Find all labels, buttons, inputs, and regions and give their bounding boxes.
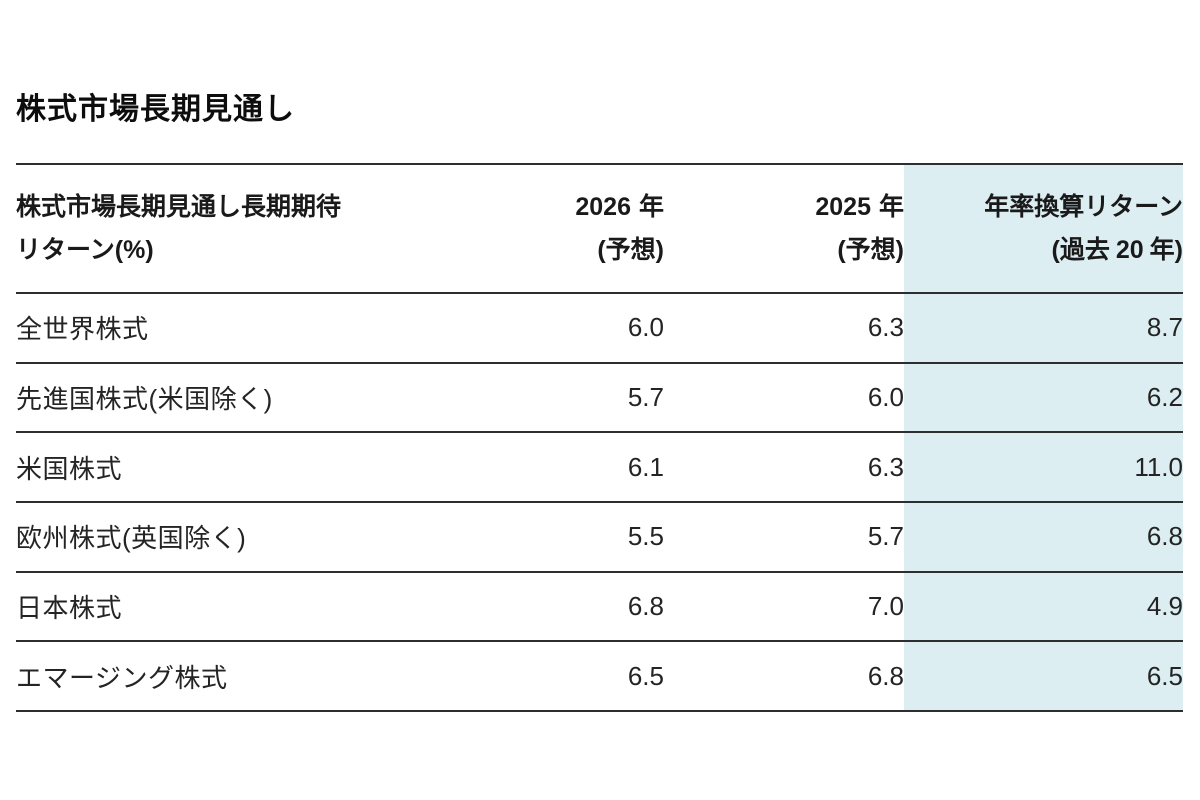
header-label-line2: リターン(%) [16, 229, 416, 272]
value-2025: 6.0 [664, 361, 904, 433]
header-label-percent: (%) [114, 235, 154, 264]
table-row: 米国株式 6.1 6.3 11.0 [16, 431, 1183, 503]
header-label-cell: 株式市場長期見通し長期期待 リターン(%) [16, 163, 416, 293]
value-2025: 6.3 [664, 431, 904, 503]
value-2025: 5.7 [664, 501, 904, 572]
value-2025: 6.3 [664, 292, 904, 363]
value-past20: 4.9 [904, 570, 1183, 642]
row-label: エマージング株式 [16, 640, 416, 713]
header-past-pre: (過去 [1051, 235, 1110, 264]
header-2025-number: 2025 [815, 192, 871, 221]
header-2025-cell: 2025 年 (予想) [664, 163, 904, 293]
header-2026-cell: 2026 年 (予想) [416, 163, 664, 293]
header-2026-year: 2026 年 [416, 186, 664, 229]
header-past-years-number: 20 [1115, 235, 1144, 264]
value-2026: 5.7 [416, 361, 664, 433]
page-title: 株式市場長期見通し [16, 93, 295, 126]
header-label-line1: 株式市場長期見通し長期期待 [16, 192, 342, 221]
row-label: 欧州株式(英国除く) [16, 501, 416, 572]
row-label: 先進国株式(米国除く) [16, 361, 416, 433]
header-annualized-line2: (過去 20 年) [904, 229, 1183, 272]
table-row: 欧州株式(英国除く) 5.5 5.7 6.8 [16, 501, 1183, 572]
table-row: エマージング株式 6.5 6.8 6.5 [16, 640, 1183, 713]
value-2026: 5.5 [416, 501, 664, 572]
value-2025: 6.8 [664, 640, 904, 713]
header-2026-unit: 年 [638, 192, 664, 221]
header-annualized-cell: 年率換算リターン (過去 20 年) [904, 163, 1183, 293]
value-2026: 6.1 [416, 431, 664, 503]
value-2025: 7.0 [664, 570, 904, 642]
value-2026: 6.0 [416, 292, 664, 363]
table-header-row: 株式市場長期見通し長期期待 リターン(%) 2026 年 (予想) 2025 年 (… [16, 163, 1183, 293]
value-past20: 11.0 [904, 431, 1183, 503]
value-past20: 6.2 [904, 361, 1183, 433]
row-label: 米国株式 [16, 431, 416, 503]
header-2025-year: 2025 年 [664, 186, 904, 229]
header-2026-forecast: (予想) [597, 235, 664, 264]
header-annualized-line1: 年率換算リターン [984, 192, 1183, 221]
outlook-table: 株式市場長期見通し長期期待 リターン(%) 2026 年 (予想) 2025 年 (… [16, 163, 1183, 713]
table-row: 日本株式 6.8 7.0 4.9 [16, 570, 1183, 642]
row-label: 全世界株式 [16, 292, 416, 363]
value-2026: 6.5 [416, 640, 664, 713]
header-2025-forecast: (予想) [837, 235, 904, 264]
value-past20: 8.7 [904, 292, 1183, 363]
header-label-return-text: リターン [16, 235, 115, 264]
value-past20: 6.8 [904, 501, 1183, 572]
header-2025-unit: 年 [878, 192, 904, 221]
table-row: 先進国株式(米国除く) 5.7 6.0 6.2 [16, 361, 1183, 433]
table-row: 全世界株式 6.0 6.3 8.7 [16, 292, 1183, 363]
header-past-post: 年) [1149, 235, 1183, 264]
value-2026: 6.8 [416, 570, 664, 642]
header-2026-number: 2026 [575, 192, 631, 221]
row-label: 日本株式 [16, 570, 416, 642]
value-past20: 6.5 [904, 640, 1183, 713]
